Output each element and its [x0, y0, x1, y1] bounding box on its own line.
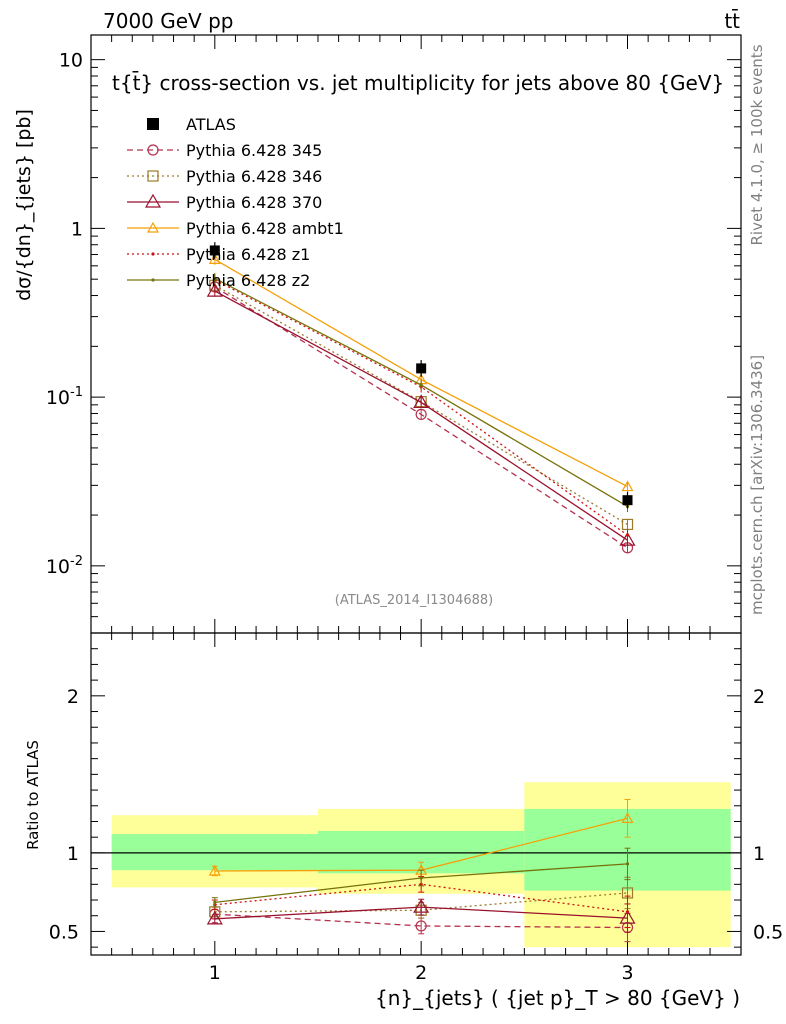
- ratio-series-point: [419, 876, 423, 880]
- main-series-point: [208, 253, 221, 264]
- ratio-y-tick-label-left: 2: [67, 686, 79, 708]
- atlas-data-point: [209, 245, 220, 256]
- legend-marker-z2: [151, 278, 155, 282]
- main-series-point: [619, 531, 636, 546]
- rivet-version-label: Rivet 4.1.0, ≥ 100k events: [748, 44, 766, 245]
- main-series-point: [206, 282, 223, 297]
- ratio-series-line-1: [214, 913, 628, 929]
- y-tick-label: 10: [59, 50, 83, 72]
- ratio-series-point: [213, 900, 217, 904]
- main-series-line-5: [214, 279, 628, 536]
- energy-label: 7000 GeV pp: [103, 9, 234, 33]
- y-tick-label: 1: [71, 218, 83, 240]
- legend-label-ambt1: Pythia 6.428 ambt1: [186, 219, 344, 238]
- legend-label-345: Pythia 6.428 345: [186, 141, 322, 160]
- mcplots-label: mcplots.cern.ch [arXiv:1306.3436]: [748, 355, 766, 615]
- legend-label-z2: Pythia 6.428 z2: [186, 271, 310, 290]
- legend-label-atlas: ATLAS: [186, 115, 236, 134]
- ratio-series-point: [625, 862, 630, 866]
- ratio-y-tick-label-left: 0.5: [49, 921, 79, 943]
- ratio-y-tick-label-right: 1: [753, 843, 765, 865]
- legend-marker-ambt1: [146, 221, 160, 233]
- main-series-lines: [206, 253, 636, 554]
- atlas-data-point: [622, 495, 633, 506]
- legend-marker-345: [147, 144, 159, 156]
- ratio-series-point: [206, 910, 223, 925]
- legend-marker-370: [144, 193, 162, 208]
- main-series-point: [621, 518, 634, 531]
- y-tick-label: 10-1: [46, 385, 83, 409]
- ratio-y-tick-label-right: 0.5: [753, 921, 783, 943]
- ratio-y-tick-label-left: 1: [67, 843, 79, 865]
- x-axis-label: {n}_{jets} ( {jet p}_T > 80 {GeV} ): [375, 986, 740, 1010]
- ratio-panel: [90, 632, 742, 956]
- x-tick-label: 2: [415, 962, 427, 984]
- legend-label-346: Pythia 6.428 346: [186, 167, 322, 186]
- main-series-point: [419, 383, 423, 387]
- x-tick-label: 1: [209, 962, 221, 984]
- main-series-point: [415, 408, 427, 420]
- ratio-series-point: [625, 910, 630, 914]
- main-series-point: [625, 533, 630, 537]
- ratio-axis-ticks: 0.5 0.5 1 1 2 2 1 2 3: [49, 633, 783, 984]
- main-axis-ticks: 10 1 10-1 10-2: [46, 35, 741, 634]
- legend-marker-z1: [151, 252, 155, 256]
- band-inner-bin-1: [111, 834, 318, 871]
- ratio-series-point: [208, 864, 221, 876]
- main-series-point: [621, 480, 634, 492]
- legend: ATLAS Pythia 6.428 345 Pythia 6.428 346 …: [127, 115, 344, 290]
- legend-label-370: Pythia 6.428 370: [186, 193, 322, 212]
- legend-marker-atlas: [147, 118, 159, 130]
- chart-title: t{t̄} cross-section vs. jet multiplicity…: [112, 70, 724, 95]
- ratio-panel-frame: [90, 632, 742, 956]
- ratio-y-axis-label: Ratio to ATLAS: [24, 740, 42, 850]
- ratio-series-line-5: [214, 883, 628, 913]
- ratio-series-point: [621, 812, 634, 823]
- ratio-y-tick-label-right: 2: [753, 686, 765, 708]
- process-label: tt̄: [724, 8, 740, 33]
- legend-label-z1: Pythia 6.428 z1: [186, 245, 310, 264]
- ratio-series-point: [413, 898, 430, 913]
- ratio-uncertainty-bands: [91, 782, 741, 948]
- atlas-data-point: [416, 363, 427, 374]
- legend-marker-346: [147, 170, 159, 182]
- analysis-label: (ATLAS_2014_I1304688): [335, 593, 493, 608]
- main-series-point: [413, 394, 430, 409]
- y-axis-label: dσ/{dn}_{jets} [pb]: [13, 109, 35, 301]
- x-tick-label: 3: [621, 962, 633, 984]
- y-tick-label: 10-2: [46, 554, 83, 578]
- atlas-data-points: [209, 242, 633, 509]
- ratio-series-lines: [206, 798, 636, 943]
- main-series-point: [213, 276, 217, 281]
- ratio-series-point: [415, 920, 427, 932]
